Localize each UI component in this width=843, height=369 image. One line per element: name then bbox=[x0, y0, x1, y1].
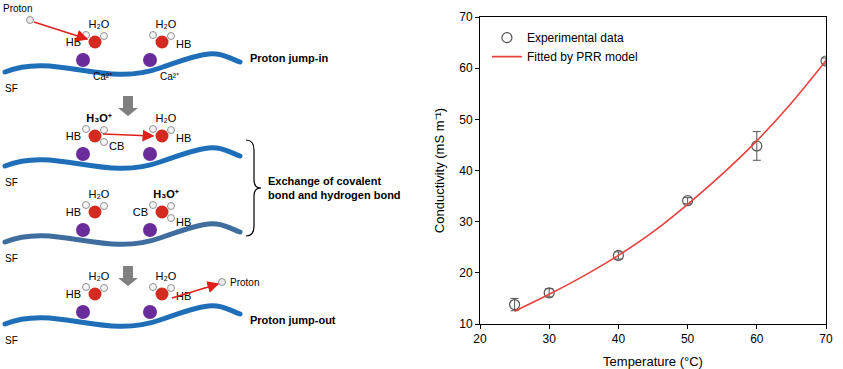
svg-text:Proton: Proton bbox=[230, 277, 259, 288]
svg-text:SF: SF bbox=[5, 83, 18, 94]
svg-text:40: 40 bbox=[459, 164, 473, 178]
svg-text:HB: HB bbox=[176, 132, 191, 144]
svg-text:Temperature (°C): Temperature (°C) bbox=[603, 354, 703, 369]
svg-text:70: 70 bbox=[819, 332, 833, 346]
svg-text:H₂O: H₂O bbox=[89, 188, 110, 200]
svg-text:60: 60 bbox=[459, 61, 473, 75]
svg-text:40: 40 bbox=[612, 332, 626, 346]
svg-text:SF: SF bbox=[5, 177, 18, 188]
svg-text:HB: HB bbox=[176, 290, 192, 302]
svg-text:Ca²⁺: Ca²⁺ bbox=[160, 71, 180, 82]
svg-text:bond and hydrogen bond: bond and hydrogen bond bbox=[268, 189, 401, 201]
svg-text:30: 30 bbox=[459, 215, 473, 229]
svg-text:H₃O⁺: H₃O⁺ bbox=[86, 112, 112, 124]
svg-text:60: 60 bbox=[750, 332, 764, 346]
svg-text:20: 20 bbox=[459, 266, 473, 280]
svg-text:H₂O: H₂O bbox=[156, 112, 177, 124]
svg-text:SF: SF bbox=[5, 335, 18, 346]
svg-text:50: 50 bbox=[681, 332, 695, 346]
svg-text:20: 20 bbox=[473, 332, 487, 346]
svg-text:HB: HB bbox=[66, 130, 81, 142]
svg-text:10: 10 bbox=[459, 317, 473, 331]
svg-text:50: 50 bbox=[459, 113, 473, 127]
svg-text:Ca²⁺: Ca²⁺ bbox=[93, 71, 113, 82]
svg-text:H₂O: H₂O bbox=[89, 18, 110, 30]
svg-text:H₂O: H₂O bbox=[156, 270, 177, 282]
svg-text:HB: HB bbox=[66, 288, 81, 300]
svg-text:30: 30 bbox=[543, 332, 557, 346]
svg-text:Conductivity (mS m⁻¹): Conductivity (mS m⁻¹) bbox=[432, 108, 447, 233]
svg-text:70: 70 bbox=[459, 10, 473, 24]
svg-text:H₂O: H₂O bbox=[156, 18, 177, 30]
svg-text:HB: HB bbox=[176, 216, 191, 228]
svg-text:HB: HB bbox=[66, 206, 81, 218]
svg-text:HB: HB bbox=[66, 36, 81, 48]
svg-text:Experimental data: Experimental data bbox=[527, 31, 624, 45]
svg-text:Proton jump-in: Proton jump-in bbox=[250, 52, 328, 64]
svg-text:CB: CB bbox=[109, 140, 124, 152]
svg-text:H₂O: H₂O bbox=[89, 270, 110, 282]
svg-text:HB: HB bbox=[176, 38, 191, 50]
svg-text:Proton: Proton bbox=[3, 3, 32, 14]
svg-text:H₃O⁺: H₃O⁺ bbox=[153, 188, 179, 200]
svg-text:Fitted by PRR model: Fitted by PRR model bbox=[527, 50, 638, 64]
svg-text:Proton jump-out: Proton jump-out bbox=[250, 314, 336, 326]
svg-text:CB: CB bbox=[133, 206, 148, 218]
svg-text:SF: SF bbox=[5, 253, 18, 264]
svg-text:Exchange of covalent: Exchange of covalent bbox=[268, 175, 381, 187]
